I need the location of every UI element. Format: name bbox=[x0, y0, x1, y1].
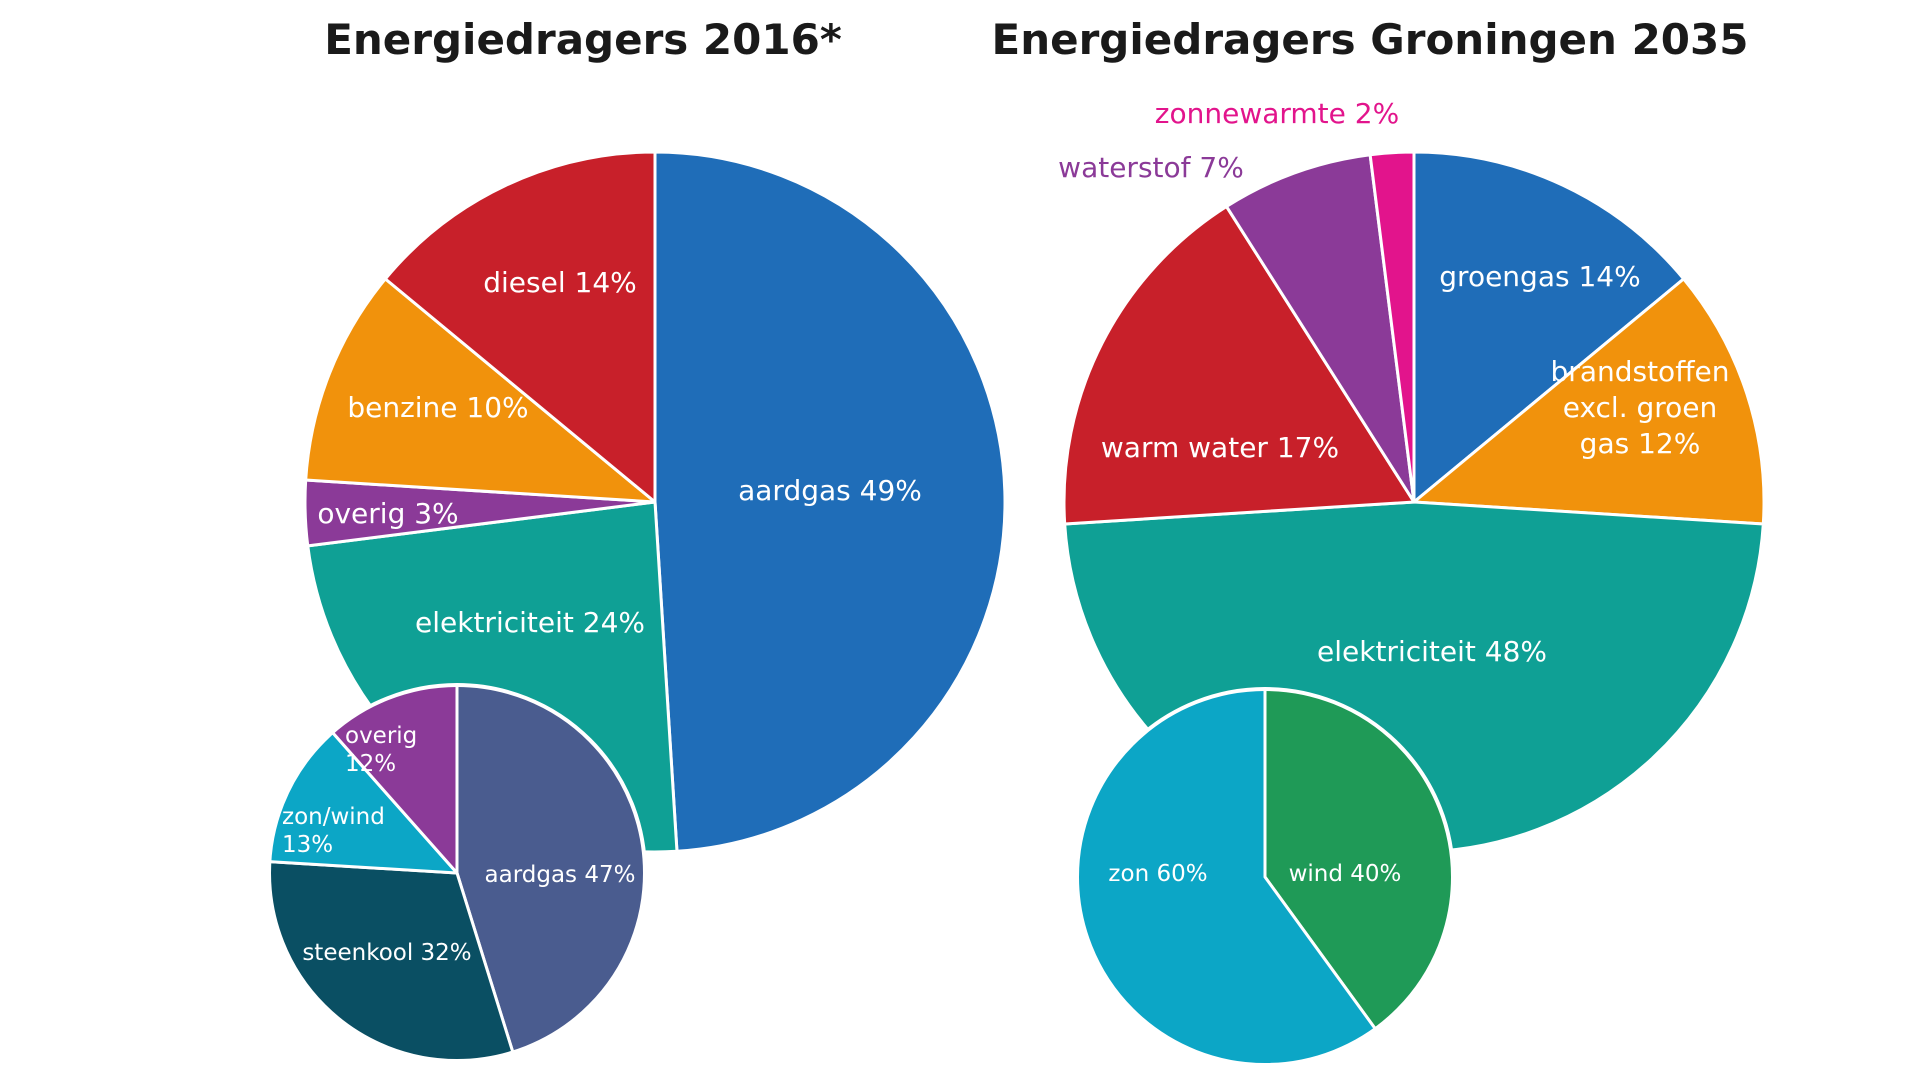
slice-label-aardgas-49: aardgas 49% bbox=[738, 474, 922, 507]
slice-label-overig-12: overig 12% bbox=[345, 723, 417, 777]
chart-title-2016: Energiedragers 2016* bbox=[324, 15, 842, 64]
slice-label-zonnewarmte-2: zonnewarmte 2% bbox=[1155, 97, 1399, 130]
pie-slice-diesel-14 bbox=[383, 150, 657, 504]
slice-label-overig-3: overig 3% bbox=[317, 497, 458, 530]
slice-label-warm-water-17: warm water 17% bbox=[1101, 431, 1339, 464]
pie-2035: groengas 14% brandstoffen excl. groen gas 1… bbox=[1058, 97, 1766, 854]
chart-title-2035: Energiedragers Groningen 2035 bbox=[992, 15, 1749, 64]
slice-label-benzine-10: benzine 10% bbox=[347, 391, 528, 424]
subpie-2035-elektriciteit: wind 40% zon 60% bbox=[1075, 687, 1455, 1067]
pie-slice-aardgas-49 bbox=[653, 150, 1007, 853]
slice-label-elektriciteit-24: elektriciteit 24% bbox=[415, 606, 645, 639]
subpie-2016-elektriciteit: aardgas 47% steenkool 32% zon/wind 13% overi… bbox=[267, 683, 647, 1063]
slice-label-waterstof-7: waterstof 7% bbox=[1058, 151, 1244, 184]
slice-label-steenkool-32: steenkool 32% bbox=[302, 940, 471, 966]
pie-2016: aardgas 49% elektriciteit 24% overig 3% ben… bbox=[303, 150, 1007, 854]
pie-slice-groengas-14 bbox=[1412, 150, 1686, 504]
slice-label-groengas-14: groengas 14% bbox=[1439, 260, 1640, 293]
pie-slice-brandstoffen-excl-groen-gas-12 bbox=[1412, 277, 1766, 526]
pie-slice-benzine-10 bbox=[304, 277, 657, 504]
pie-slice-waterstof-7 bbox=[1224, 153, 1416, 504]
slice-label-zon-wind-13: zon/wind 13% bbox=[282, 804, 385, 858]
slice-label-zon-60: zon 60% bbox=[1108, 861, 1207, 887]
subpie-outline bbox=[267, 683, 647, 1063]
slice-label-elektriciteit-48: elektriciteit 48% bbox=[1317, 635, 1547, 668]
pie-slice-zonnewarmte-2 bbox=[1368, 150, 1416, 504]
slice-label-brandstoffen-excl-groen-gas-12: brandstoffen excl. groen gas 12% bbox=[1551, 355, 1730, 460]
subpie-outline bbox=[1075, 687, 1455, 1067]
slice-label-diesel-14: diesel 14% bbox=[483, 266, 637, 299]
slice-label-wind-40: wind 40% bbox=[1289, 861, 1402, 887]
pie-slice-warm-water-17 bbox=[1062, 204, 1416, 526]
slice-label-aardgas-47: aardgas 47% bbox=[485, 862, 636, 888]
